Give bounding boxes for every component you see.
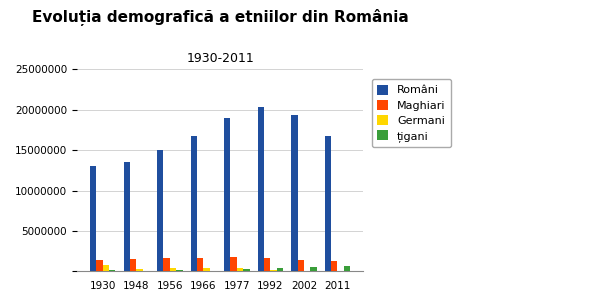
Bar (237, 268, 243, 271)
Text: Evoluția demografică a etniilor din România: Evoluția demografică a etniilor din Româ… (32, 9, 409, 26)
Bar (271, 270, 277, 271)
Bar (197, 258, 203, 271)
Bar (136, 268, 143, 271)
Bar (310, 267, 317, 271)
Bar (224, 118, 230, 271)
Bar (277, 268, 283, 271)
Bar (157, 150, 163, 271)
Bar (291, 115, 298, 271)
Bar (90, 166, 97, 271)
Bar (344, 266, 350, 271)
Bar (325, 136, 331, 271)
Bar (230, 257, 237, 271)
Bar (257, 106, 264, 271)
Bar (130, 259, 136, 271)
Bar (298, 260, 304, 271)
Bar (191, 136, 197, 271)
Bar (331, 261, 337, 271)
Bar (97, 260, 103, 271)
Bar (264, 258, 271, 271)
Text: 1930-2011: 1930-2011 (186, 52, 254, 65)
Bar (103, 265, 109, 271)
Bar (243, 270, 250, 271)
Bar (170, 268, 176, 271)
Legend: Români, Maghiari, Germani, țigani: Români, Maghiari, Germani, țigani (371, 79, 451, 147)
Bar (163, 259, 170, 271)
Bar (203, 268, 209, 271)
Bar (124, 162, 130, 271)
